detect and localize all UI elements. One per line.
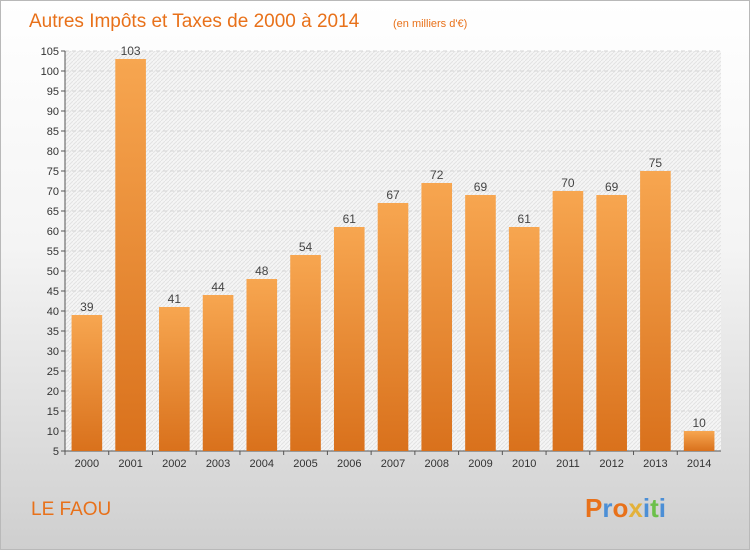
data-labels: 39 103 41 44 48 54 61 67 72 69 61 70 69 75 10 [80,44,706,430]
y-tick-label: 50 [47,266,59,278]
x-tick-label: 2006 [337,458,361,470]
bar [508,227,540,451]
y-tick-label: 55 [47,246,59,258]
bar [421,183,453,451]
bar [333,227,365,451]
data-label: 39 [80,300,94,314]
data-label: 70 [561,176,575,190]
proxiti-logo: Proxiti [585,493,666,523]
y-tick-label: 5 [53,446,59,458]
y-tick-label: 105 [41,46,59,58]
x-tick-label: 2003 [206,458,230,470]
y-tick-label: 10 [47,426,59,438]
y-tick-label: 85 [47,126,59,138]
x-tick-label: 2007 [381,458,405,470]
tick-labels: 5 10 15 20 25 30 35 40 45 50 55 60 65 70 75 80 85 90 95 100… [41,46,712,470]
y-tick-label: 45 [47,286,59,298]
data-label: 61 [343,212,357,226]
data-label: 54 [299,240,313,254]
y-tick-label: 25 [47,366,59,378]
data-label: 61 [518,212,532,226]
bars [71,59,715,451]
chart-title: Autres Impôts et Taxes de 2000 à 2014 [29,11,360,32]
chart-subtitle: (en milliers d'€) [393,18,467,30]
bar [465,195,496,451]
y-tick-label: 40 [47,306,59,318]
bar [115,59,146,451]
bar [377,203,409,451]
x-tick-label: 2000 [75,458,99,470]
data-label: 10 [692,416,706,430]
x-tick-label: 2012 [599,458,623,470]
x-tick-label: 2008 [424,458,448,470]
data-label: 69 [474,180,488,194]
location-label: LE FAOU [31,499,111,520]
y-tick-label: 90 [47,106,59,118]
bar [596,195,627,451]
y-tick-label: 75 [47,166,59,178]
x-tick-label: 2002 [162,458,186,470]
y-tick-label: 80 [47,146,59,158]
y-tick-label: 95 [47,86,59,98]
data-label: 48 [255,264,269,278]
data-label: 41 [168,292,182,306]
y-tick-label: 20 [47,386,59,398]
x-tick-label: 2009 [468,458,492,470]
bar [683,431,715,451]
y-tick-label: 60 [47,226,59,238]
data-label: 75 [649,156,663,170]
data-label: 69 [605,180,619,194]
x-tick-label: 2013 [643,458,667,470]
y-tick-label: 70 [47,186,59,198]
y-tick-label: 30 [47,346,59,358]
x-tick-label: 2011 [556,458,580,470]
data-label: 44 [211,280,225,294]
bar [159,307,190,451]
y-tick-label: 15 [47,406,59,418]
x-tick-label: 2005 [293,458,317,470]
bar [552,191,584,451]
x-tick-label: 2010 [512,458,536,470]
bar [640,171,671,451]
bar [71,315,103,451]
bar [202,295,234,451]
x-tick-label: 2014 [687,458,711,470]
data-label: 103 [121,44,141,58]
bar [246,279,278,451]
y-tick-label: 100 [41,66,59,78]
x-tick-label: 2004 [250,458,274,470]
x-tick-label: 2001 [118,458,142,470]
y-tick-label: 35 [47,326,59,338]
data-label: 67 [386,188,400,202]
data-label: 72 [430,168,444,182]
bar [290,255,321,451]
y-tick-label: 65 [47,206,59,218]
